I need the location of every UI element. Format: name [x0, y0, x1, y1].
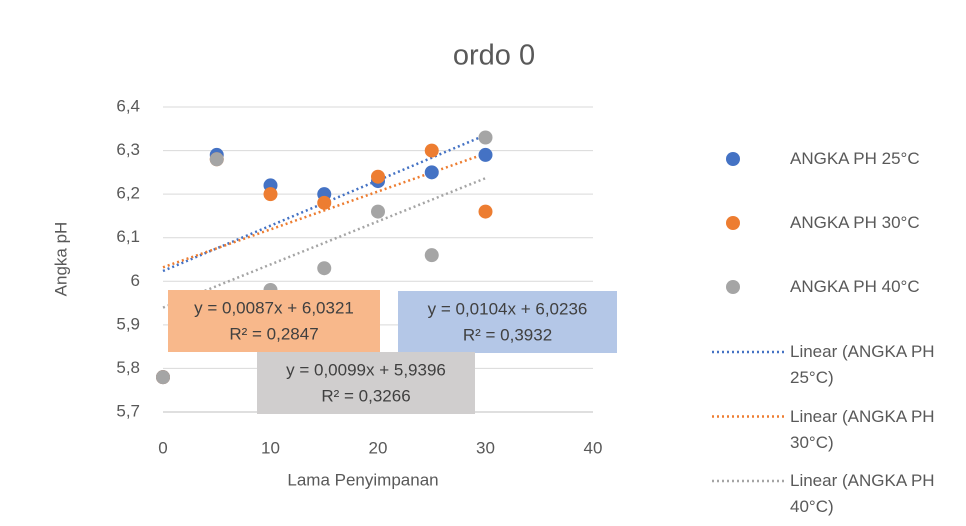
point: [156, 370, 170, 385]
legend-marker: [726, 280, 740, 294]
equation-box: [257, 352, 475, 414]
chart-title: ordo 0: [453, 40, 535, 72]
y-tick-label: 6,1: [116, 227, 140, 246]
point: [478, 147, 493, 162]
x-tick-label: 10: [261, 438, 280, 457]
x-tick-label: 30: [476, 438, 495, 457]
point: [371, 204, 385, 219]
legend-marker: [726, 216, 740, 230]
point: [263, 187, 278, 202]
trend-equation: y = 0,0099x + 5,9396: [286, 360, 446, 379]
point: [317, 261, 332, 276]
point: [317, 195, 332, 210]
trend-r-squared: R² = 0,2847: [229, 324, 318, 343]
equation-box: [168, 290, 380, 352]
y-tick-label: 5,9: [116, 314, 140, 333]
point: [478, 130, 493, 145]
x-tick-label: 20: [369, 438, 388, 457]
y-tick-label: 6,2: [116, 184, 140, 203]
x-axis-label: Lama Penyimpanan: [287, 470, 438, 489]
trend-r-squared: R² = 0,3266: [321, 386, 410, 405]
legend-trend-label: Linear (ANGKA PH 30°C): [790, 406, 935, 452]
x-tick-label: 40: [584, 438, 603, 457]
y-axis-label: Angka pH: [51, 222, 70, 297]
y-tick-label: 6: [131, 271, 140, 290]
point: [209, 152, 224, 167]
point: [424, 165, 439, 180]
legend-label: ANGKA PH 25°C: [790, 149, 920, 168]
x-tick-label: 0: [158, 438, 167, 457]
legend-label: ANGKA PH 40°C: [790, 277, 920, 296]
trendline: [162, 133, 486, 273]
legend-trend-label: Linear (ANGKA PH 40°C): [790, 471, 935, 516]
legend-trend-label: Linear (ANGKA PH 25°C): [790, 342, 935, 387]
point: [424, 248, 439, 263]
point: [478, 204, 493, 219]
y-tick-label: 5,7: [116, 401, 140, 420]
trendline: [162, 152, 486, 269]
point: [424, 143, 439, 158]
point: [371, 169, 385, 184]
equation-box: [398, 291, 617, 353]
trend-r-squared: R² = 0,3932: [463, 325, 552, 344]
y-tick-label: 6,4: [116, 96, 140, 115]
legend-label: ANGKA PH 30°C: [790, 213, 920, 232]
y-tick-label: 5,8: [116, 358, 140, 377]
legend-marker: [726, 152, 740, 166]
y-tick-label: 6,3: [116, 140, 140, 159]
trend-equation: y = 0,0104x + 6,0236: [428, 299, 588, 318]
trend-equation: y = 0,0087x + 6,0321: [194, 298, 354, 317]
